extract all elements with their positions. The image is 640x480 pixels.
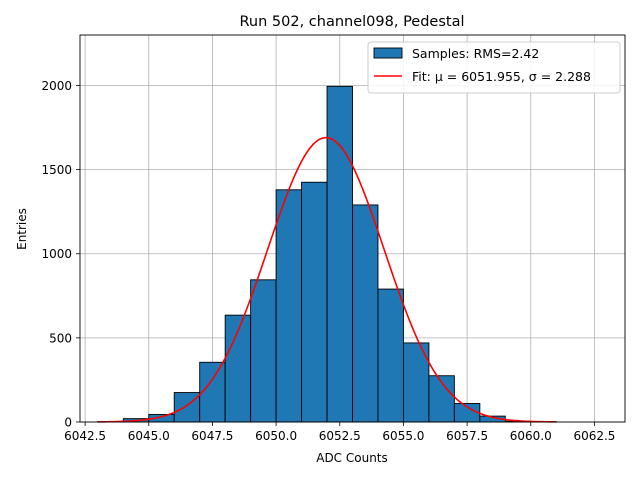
axis-ticks: 6042.5 6045.0 6047.5 6050.0 6052.5 6055.0 6057… [41,79,615,443]
x-tick-label: 6047.5 [191,429,233,443]
histogram-bar [377,288,404,423]
x-tick-label: 6045.0 [128,429,170,443]
y-tick-label: 0 [64,416,72,430]
y-axis-label: Entries [15,208,29,250]
histogram-bar [352,204,379,423]
y-tick-label: 2000 [41,79,72,93]
histogram-bar [275,189,303,423]
x-tick-label: 6042.5 [64,429,106,443]
histogram-bar [173,392,201,423]
legend-box [367,41,621,94]
y-tick-label: 1500 [41,163,72,177]
chart-title: Run 502, channel098, Pedestal [239,14,464,30]
axes-frame [79,34,626,423]
legend-fit-label: Fit: μ = 6051.955, σ = 2.288 [412,69,591,84]
x-tick-label: 6062.5 [573,429,615,443]
x-tick-label: 6060.0 [510,429,552,443]
histogram-bar [250,279,277,423]
histogram-bar [301,181,328,423]
histogram-bar [326,85,353,423]
x-tick-label: 6055.0 [382,429,424,443]
legend: Samples: RMS=2.42 Fit: μ = 6051.955, σ =… [367,41,621,94]
histogram-bar [199,361,226,423]
histogram-bars [97,85,557,423]
legend-histogram-swatch [373,47,403,59]
x-tick-label: 6057.5 [446,429,488,443]
y-tick-label: 1000 [41,247,72,261]
fit-curve-group [97,136,557,423]
y-tick-label: 500 [49,331,72,345]
x-tick-label: 6050.0 [255,429,297,443]
x-axis-label: ADC Counts [316,451,388,465]
legend-histogram-label: Samples: RMS=2.42 [412,46,539,61]
x-tick-label: 6052.5 [319,429,361,443]
fit-curve [97,136,557,423]
